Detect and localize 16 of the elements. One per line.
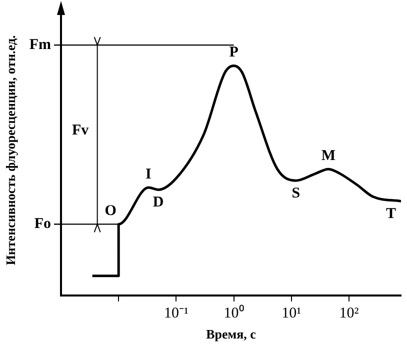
annotation: M [321, 148, 336, 164]
annotation: O [104, 203, 116, 220]
annotation: T [386, 206, 396, 222]
ref-line-label: Fo [34, 216, 51, 232]
x-tick-label: 10⁰ [224, 304, 244, 322]
annotation: D [152, 194, 164, 211]
ref-line-label: Fm [29, 36, 52, 53]
annotation: S [292, 185, 300, 202]
y-axis-title: Интенсивность флуоресценции, отн.ед. [3, 35, 18, 266]
annotation: I [146, 166, 152, 182]
x-tick-label: 10² [339, 305, 360, 322]
x-tick-label: 10⁻¹ [164, 305, 188, 322]
annotation: P [229, 44, 238, 61]
annotation: Fv [72, 122, 90, 139]
x-tick-label: 10¹ [282, 305, 302, 322]
x-axis-title: Время, с [206, 326, 256, 342]
